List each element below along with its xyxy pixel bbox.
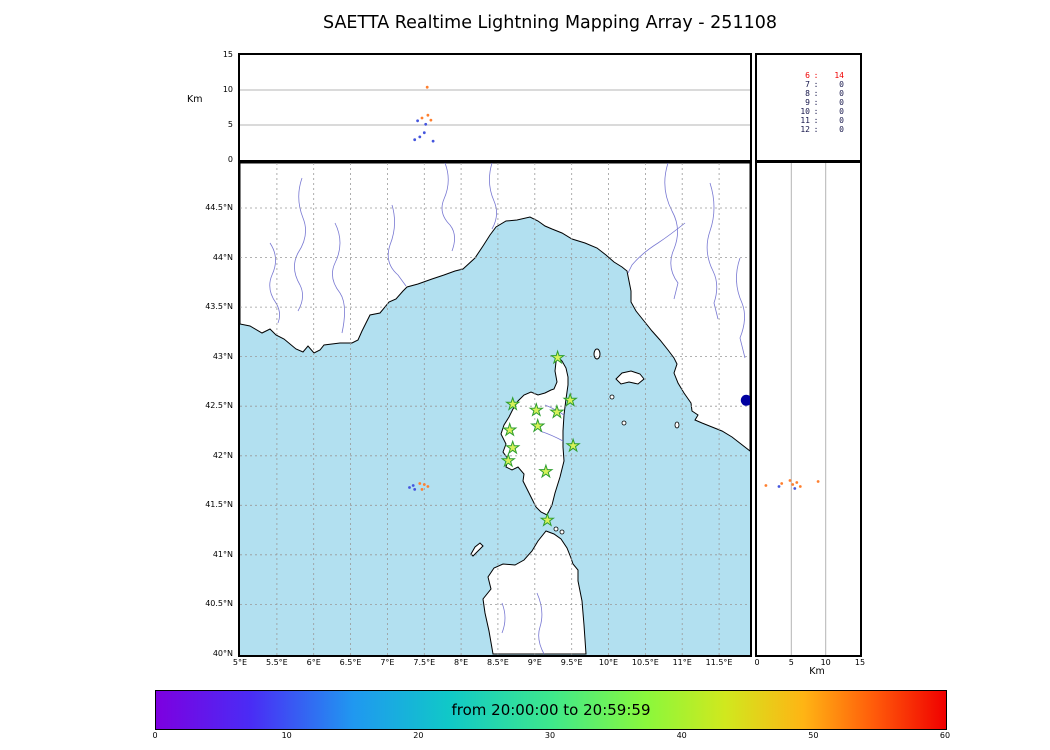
source-point	[418, 136, 421, 139]
lat-tick-label: 41°N	[158, 550, 233, 560]
source-point	[421, 488, 424, 491]
alt-tick-label: 10	[203, 85, 233, 95]
source-point	[423, 483, 426, 486]
count-separator: :	[810, 98, 822, 107]
count-separator: :	[810, 71, 822, 80]
count-value: 14	[822, 71, 844, 80]
count-km-label: 11	[796, 116, 810, 125]
source-point	[791, 483, 794, 486]
source-point	[426, 86, 429, 89]
figure-title: SAETTA Realtime Lightning Mapping Array …	[240, 13, 860, 33]
source-point	[430, 119, 433, 122]
count-row: 7:0	[757, 80, 860, 89]
source-point	[778, 485, 781, 488]
giglio-island	[675, 422, 679, 428]
source-point	[408, 486, 411, 489]
count-panel-spacer	[757, 55, 860, 71]
colorbar: from 20:00:00 to 20:59:59	[155, 690, 947, 730]
lat-tick-label: 40.5°N	[158, 599, 233, 609]
lon-tick-label: 11.5°E	[694, 658, 744, 668]
count-row: 6:14	[757, 71, 860, 80]
lat-tick-label: 44°N	[158, 253, 233, 263]
source-point	[432, 140, 435, 143]
count-value: 0	[822, 107, 844, 116]
colorbar-tick-label: 0	[140, 731, 170, 741]
lat-tick-label: 44.5°N	[158, 203, 233, 213]
count-separator: :	[810, 107, 822, 116]
count-km-label: 6	[796, 71, 810, 80]
count-km-label: 12	[796, 125, 810, 134]
source-point	[412, 484, 415, 487]
count-value: 0	[822, 98, 844, 107]
count-separator: :	[810, 89, 822, 98]
count-separator: :	[810, 125, 822, 134]
count-value: 0	[822, 80, 844, 89]
source-point	[416, 119, 419, 122]
source-point	[427, 114, 430, 117]
source-point	[418, 482, 421, 485]
alt-tick-label: 5	[203, 120, 233, 130]
count-value: 0	[822, 116, 844, 125]
colorbar-tick-label: 10	[272, 731, 302, 741]
colorbar-tick-label: 30	[535, 731, 565, 741]
colorbar-tick-label: 60	[930, 731, 960, 741]
source-point	[413, 488, 416, 491]
alt-tick-label: 0	[203, 155, 233, 165]
altitude-counts-panel: 6:147:08:09:010:011:012:0	[755, 53, 862, 162]
count-separator: :	[810, 80, 822, 89]
count-row: 8:0	[757, 89, 860, 98]
maddalena-island	[554, 527, 558, 531]
altitude-longitude-plot	[240, 55, 750, 160]
source-point	[817, 480, 820, 483]
right-km-tick-label: 15	[845, 658, 875, 668]
source-point	[789, 479, 792, 482]
count-km-label: 8	[796, 89, 810, 98]
source-point	[413, 138, 416, 141]
right-km-tick-label: 0	[742, 658, 772, 668]
altitude-latitude-plot	[757, 163, 860, 655]
pianosa-island	[610, 395, 614, 399]
source-point	[423, 131, 426, 134]
top-km-axis-label: Km	[187, 94, 202, 105]
count-separator: :	[810, 116, 822, 125]
source-point	[795, 481, 798, 484]
count-row: 9:0	[757, 98, 860, 107]
capraia-island	[594, 349, 600, 359]
source-point	[765, 484, 768, 487]
colorbar-tick-label: 20	[403, 731, 433, 741]
source-point	[424, 123, 427, 126]
count-km-label: 9	[796, 98, 810, 107]
count-row: 10:0	[757, 107, 860, 116]
altitude-latitude-panel	[755, 161, 862, 657]
count-value: 0	[822, 89, 844, 98]
plan-view-map	[240, 163, 750, 655]
colorbar-tick-label: 40	[667, 731, 697, 741]
source-point	[427, 485, 430, 488]
lightning-mapping-figure: SAETTA Realtime Lightning Mapping Array …	[0, 0, 1050, 750]
colorbar-time-label: from 20:00:00 to 20:59:59	[156, 691, 946, 729]
alt-tick-label: 15	[203, 50, 233, 60]
lat-tick-label: 42.5°N	[158, 401, 233, 411]
count-value: 0	[822, 125, 844, 134]
count-km-label: 7	[796, 80, 810, 89]
count-row: 12:0	[757, 125, 860, 134]
map-panel	[238, 161, 752, 657]
right-km-tick-label: 5	[776, 658, 806, 668]
lat-tick-label: 43.5°N	[158, 302, 233, 312]
lat-tick-label: 43°N	[158, 352, 233, 362]
source-point	[421, 117, 424, 120]
lat-tick-label: 41.5°N	[158, 500, 233, 510]
altitude-longitude-panel	[238, 53, 752, 162]
montecristo-island	[622, 421, 626, 425]
count-row: 11:0	[757, 116, 860, 125]
right-km-tick-label: 10	[811, 658, 841, 668]
maddalena-island	[560, 530, 564, 534]
count-km-label: 10	[796, 107, 810, 116]
source-point	[799, 485, 802, 488]
source-point	[780, 482, 783, 485]
lat-tick-label: 42°N	[158, 451, 233, 461]
source-point	[793, 487, 796, 490]
colorbar-tick-label: 50	[798, 731, 828, 741]
